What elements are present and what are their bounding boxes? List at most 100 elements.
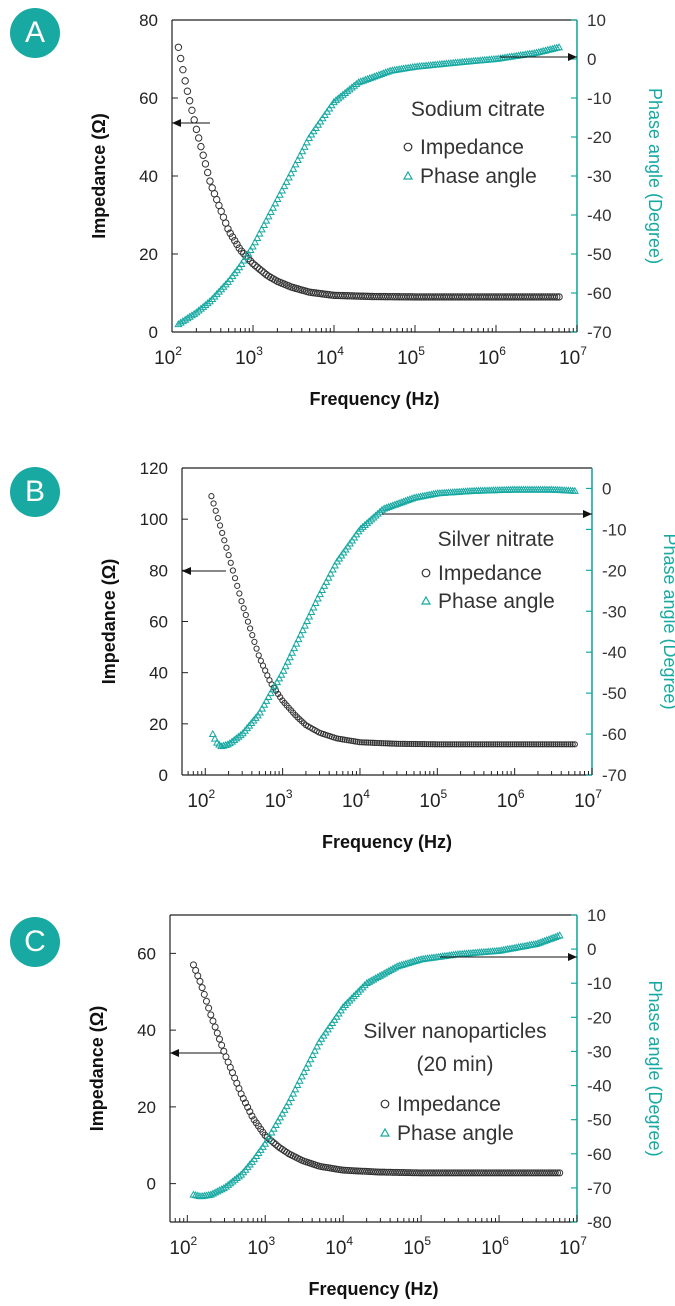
x-tick-label: 102 — [187, 787, 215, 812]
impedance-point — [421, 741, 428, 748]
left-tick-label: 20 — [137, 1098, 156, 1117]
impedance-point — [387, 1168, 395, 1176]
impedance-point — [556, 741, 563, 748]
impedance-point — [465, 1169, 473, 1177]
impedance-point — [223, 544, 230, 551]
phase-angle-point — [309, 603, 318, 611]
panel-badge-c: C — [10, 917, 60, 967]
impedance-point — [543, 1169, 551, 1177]
x-tick-label: 105 — [397, 344, 425, 369]
impedance-point — [237, 247, 246, 255]
impedance-point — [231, 236, 239, 245]
impedance-point — [509, 741, 516, 748]
phase-angle-point — [334, 94, 343, 102]
phase-angle-point — [269, 1124, 278, 1132]
phase-angle-point — [302, 616, 312, 625]
impedance-point — [427, 741, 434, 748]
impedance-point — [545, 1169, 553, 1177]
x-axis-title: Frequency (Hz) — [322, 832, 452, 852]
impedance-point — [410, 740, 417, 748]
impedance-point — [395, 1168, 403, 1176]
right-tick-label: -40 — [587, 1077, 612, 1096]
phase-angle-point — [350, 81, 359, 89]
impedance-point — [214, 515, 221, 522]
impedance-point — [399, 740, 406, 747]
phase-angle-point — [305, 612, 314, 620]
impedance-point — [554, 1169, 562, 1177]
impedance-point — [397, 740, 404, 747]
right-tick-label: 10 — [587, 906, 606, 925]
impedance-point — [211, 1023, 219, 1031]
legend-phase-label: Phase angle — [420, 165, 537, 188]
phase-angle-point — [530, 49, 539, 57]
phase-angle-point — [190, 309, 199, 317]
impedance-point — [490, 741, 497, 748]
phase-angle-point — [330, 561, 339, 569]
legend-impedance-label: Impedance — [420, 136, 524, 159]
impedance-point — [489, 1169, 497, 1177]
y-axis-title-right: Phase angle (Degree) — [645, 88, 665, 264]
impedance-point — [477, 741, 484, 748]
impedance-point — [468, 741, 475, 748]
impedance-point — [380, 740, 387, 747]
phase-angle-point — [264, 692, 273, 700]
right-tick-label: -10 — [587, 974, 612, 993]
impedance-point — [240, 605, 247, 612]
x-tick-label: 103 — [247, 1234, 275, 1259]
phase-angle-point — [373, 509, 382, 517]
impedance-point — [335, 735, 342, 742]
phase-angle-point — [273, 194, 282, 203]
impedance-point — [466, 741, 473, 748]
phase-angle-point — [285, 653, 294, 661]
impedance-point — [510, 1169, 518, 1177]
legend-impedance-label: Impedance — [438, 562, 542, 585]
impedance-point — [537, 741, 544, 748]
phase-angle-point — [304, 1059, 313, 1067]
right-tick-label: -50 — [587, 245, 612, 264]
impedance-point — [551, 1169, 559, 1177]
right-tick-label: 0 — [602, 479, 611, 498]
impedance-point — [414, 740, 421, 748]
x-tick-label: 107 — [574, 787, 602, 812]
phase-angle-point — [343, 87, 352, 95]
impedance-point — [408, 740, 415, 748]
impedance-point — [533, 741, 540, 748]
impedance-point — [483, 741, 490, 748]
phase-angle-point — [347, 994, 356, 1002]
impedance-point — [467, 1169, 475, 1177]
phase-angle-point — [362, 518, 372, 527]
phase-angle-point — [360, 520, 369, 528]
phase-angle-point — [536, 47, 546, 55]
impedance-point — [192, 125, 201, 134]
impedance-point — [363, 739, 370, 746]
phase-angle-point — [291, 160, 300, 168]
impedance-point — [521, 1169, 529, 1177]
x-tick-label: 107 — [559, 344, 587, 369]
impedance-point — [371, 739, 378, 746]
phase-angle-point — [300, 142, 309, 150]
impedance-point — [425, 741, 432, 748]
impedance-point — [236, 590, 243, 597]
impedance-point — [393, 1168, 401, 1176]
phase-angle-point — [262, 696, 271, 704]
impedance-point — [502, 741, 510, 748]
impedance-point — [200, 990, 208, 998]
impedance-point — [388, 740, 396, 747]
impedance-point — [199, 151, 207, 159]
impedance-point — [207, 1011, 215, 1019]
impedance-point — [176, 54, 185, 63]
phase-angle-point — [284, 173, 293, 181]
right-tick-label: -20 — [587, 128, 612, 147]
impedance-point — [554, 741, 561, 748]
phase-angle-point — [260, 1139, 270, 1147]
impedance-point — [496, 741, 503, 748]
impedance-point — [417, 1169, 425, 1177]
impedance-point — [549, 1169, 557, 1177]
impedance-point — [434, 1169, 442, 1177]
impedance-point — [434, 741, 441, 748]
impedance-point — [402, 1169, 410, 1177]
phase-angle-point — [338, 1003, 348, 1011]
impedance-point — [428, 1169, 436, 1177]
impedance-point — [365, 739, 372, 746]
phase-angle-point — [246, 245, 255, 254]
